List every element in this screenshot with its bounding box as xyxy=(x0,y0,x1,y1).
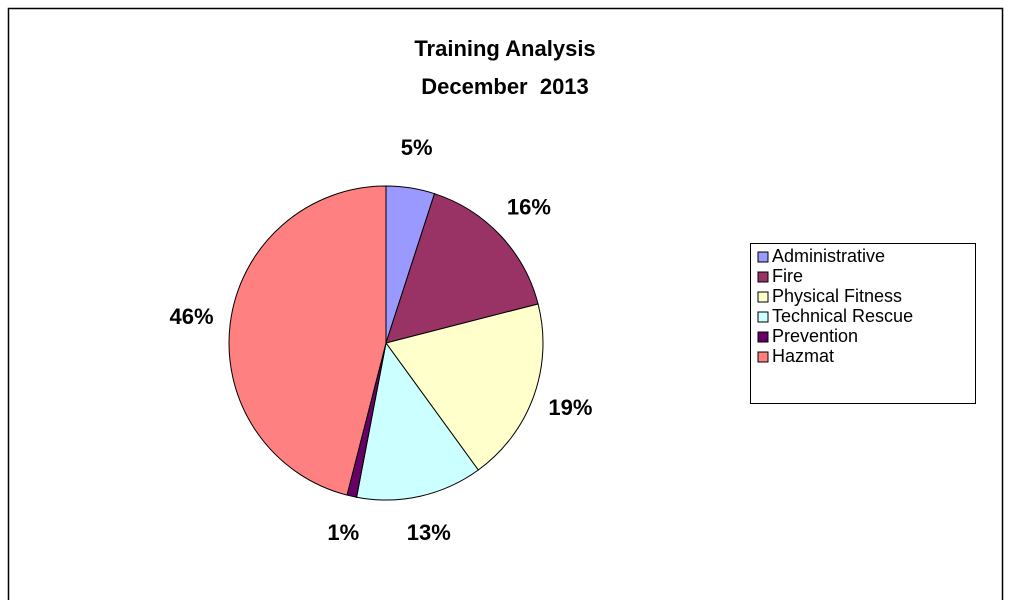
legend-box xyxy=(750,243,976,404)
legend-swatch xyxy=(757,271,769,283)
legend-label: Prevention xyxy=(772,326,858,346)
data-label: 13% xyxy=(407,520,451,545)
legend-swatch xyxy=(757,351,769,363)
legend-label: Fire xyxy=(772,266,803,286)
legend-label: Administrative xyxy=(772,246,885,266)
legend-label: Technical Rescue xyxy=(772,306,913,326)
data-label: 19% xyxy=(548,395,592,420)
data-label: 16% xyxy=(507,195,551,220)
legend-swatch xyxy=(757,291,769,303)
legend-label: Physical Fitness xyxy=(772,286,902,306)
pie-slice xyxy=(228,185,387,496)
pie-slice xyxy=(385,193,539,344)
legend-swatch xyxy=(757,331,769,343)
chart-title: Training Analysis xyxy=(414,36,595,61)
legend-label: Hazmat xyxy=(772,346,834,366)
data-label: 5% xyxy=(401,135,433,160)
legend-swatch xyxy=(757,251,769,263)
pie-slice xyxy=(385,303,544,471)
legend-swatch xyxy=(757,311,769,323)
data-label: 1% xyxy=(327,520,359,545)
data-label: 46% xyxy=(170,304,214,329)
pie-slice xyxy=(355,341,479,501)
chart-subtitle: December 2013 xyxy=(421,74,589,99)
